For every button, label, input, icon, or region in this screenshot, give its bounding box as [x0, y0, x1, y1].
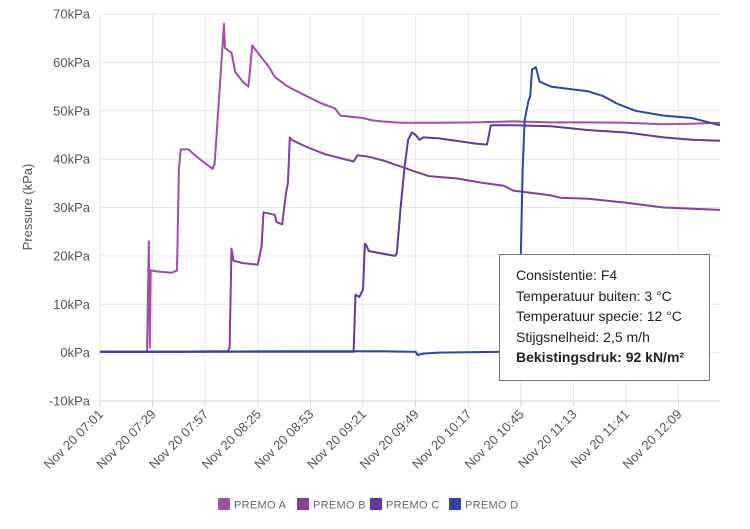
legend-swatch: [449, 498, 461, 510]
y-tick-label: 70kPa: [53, 7, 91, 22]
y-tick-label: 60kPa: [53, 55, 91, 70]
y-tick-label: 50kPa: [53, 103, 91, 118]
legend-label: PREMO C: [386, 500, 439, 512]
y-tick-label: 30kPa: [53, 200, 91, 215]
legend-item-premo-d[interactable]: PREMO D: [449, 498, 518, 512]
series-line-premo-c[interactable]: [100, 124, 721, 353]
series-line-premo-a[interactable]: [100, 22, 721, 353]
y-axis-title: Pressure (kPa): [20, 164, 35, 251]
info-box: Consistentie: F4 Temperatuur buiten: 3 °…: [499, 254, 710, 381]
y-tick-label: 40kPa: [53, 152, 91, 167]
legend-swatch: [297, 498, 309, 510]
info-mortar-temperature: Temperatuur specie: 12 °C: [516, 308, 682, 324]
info-rise-rate: Stijgsnelheid: 2,5 m/h: [516, 328, 650, 345]
legend: PREMO A PREMO B PREMO C PREMO D: [218, 498, 518, 512]
legend-swatch: [370, 498, 382, 510]
info-consistency: Consistentie: F4: [516, 267, 618, 283]
legend-label: PREMO A: [234, 500, 287, 512]
legend-swatch: [218, 498, 230, 510]
legend-label: PREMO B: [313, 500, 366, 512]
y-tick-label: 10kPa: [53, 297, 91, 312]
y-tick-label: 20kPa: [53, 248, 91, 263]
info-outside-temperature: Temperatuur buiten: 3 °C: [516, 287, 672, 304]
grid-lines: [99, 13, 720, 407]
info-formwork-pressure: Bekistingsdruk: 92 kN/m²: [516, 349, 685, 365]
legend-label: PREMO D: [465, 500, 518, 512]
series-lines: [100, 22, 721, 356]
y-tick-label: -10kPa: [49, 394, 91, 409]
y-tick-label: 0kPa: [60, 345, 90, 360]
y-axis-ticks: -10kPa 0kPa 10kPa 20kPa 30kPa 40kPa 50kPa 60kPa…: [49, 7, 91, 409]
legend-item-premo-a[interactable]: PREMO A: [218, 498, 287, 512]
series-line-premo-d[interactable]: [100, 66, 721, 356]
legend-item-premo-b[interactable]: PREMO B: [297, 498, 366, 512]
legend-item-premo-c[interactable]: PREMO C: [370, 498, 439, 512]
